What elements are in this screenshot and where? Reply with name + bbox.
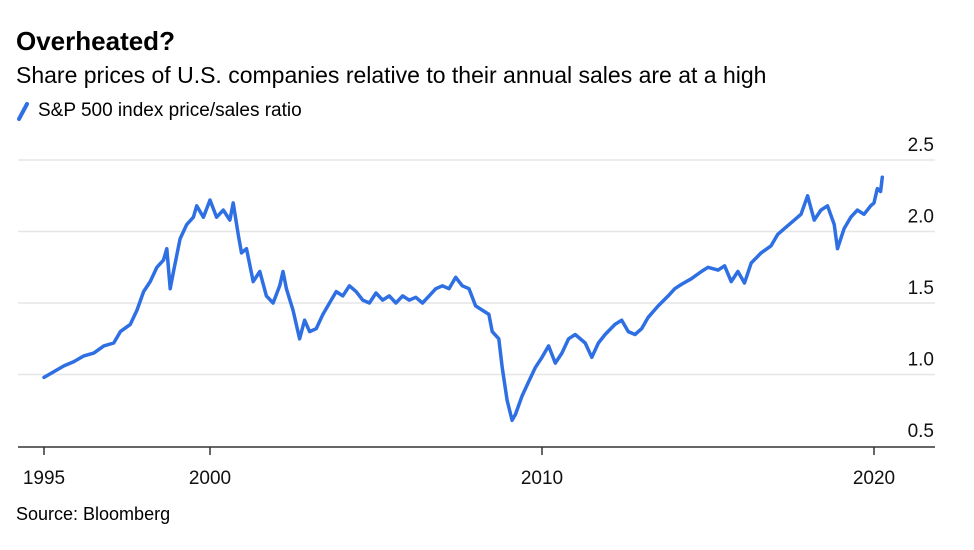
y-tick-label: 1.5 xyxy=(908,278,934,299)
y-tick-label: 0.5 xyxy=(908,421,934,442)
legend-label: S&P 500 index price/sales ratio xyxy=(38,100,302,121)
series-line xyxy=(42,175,885,423)
y-tick-label: 2.5 xyxy=(908,135,934,156)
chart-title: Overheated? xyxy=(16,26,175,56)
chart-subtitle: Share prices of U.S. companies relative … xyxy=(16,62,767,88)
x-tick-label: 2000 xyxy=(189,468,231,489)
x-tick-label: 1995 xyxy=(23,468,65,489)
legend-swatch-icon xyxy=(17,102,29,121)
x-tick-label: 2010 xyxy=(521,468,563,489)
y-tick-label: 2.0 xyxy=(908,207,934,228)
legend: S&P 500 index price/sales ratio xyxy=(16,100,302,122)
source-note: Source: Bloomberg xyxy=(16,504,171,524)
y-tick-label: 1.0 xyxy=(908,350,934,371)
x-tick-label: 2020 xyxy=(853,468,895,489)
